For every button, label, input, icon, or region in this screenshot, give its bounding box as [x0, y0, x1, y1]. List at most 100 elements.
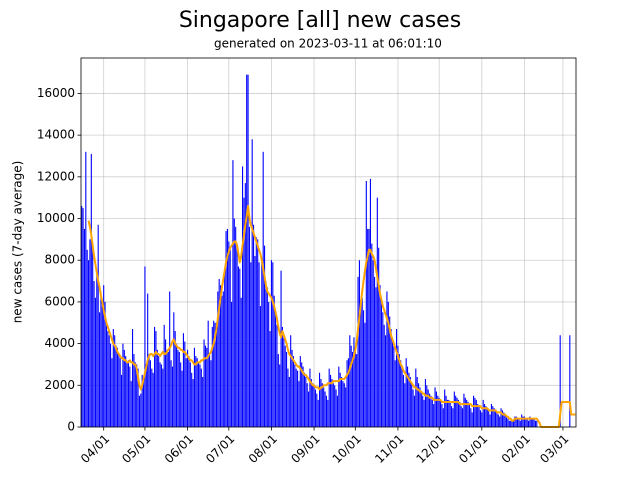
- bar: [515, 416, 517, 427]
- bar: [196, 358, 198, 427]
- bar: [111, 358, 113, 427]
- bar: [130, 381, 132, 427]
- bar: [214, 322, 216, 427]
- bar: [244, 183, 246, 427]
- bar: [195, 356, 197, 427]
- bar: [368, 228, 370, 427]
- bar: [442, 408, 444, 427]
- bar: [530, 418, 532, 427]
- bar: [341, 376, 343, 427]
- bar: [386, 291, 388, 427]
- y-tick-label: 8000: [44, 253, 75, 267]
- bar: [471, 412, 473, 427]
- bar: [314, 389, 316, 427]
- bar: [369, 178, 371, 427]
- bar: [519, 420, 521, 427]
- bar: [482, 399, 484, 427]
- bar: [297, 370, 299, 427]
- bar: [397, 345, 399, 427]
- bar: [114, 335, 116, 427]
- bar: [116, 347, 118, 427]
- bar: [429, 393, 431, 427]
- bar: [486, 408, 488, 427]
- bar: [352, 351, 354, 427]
- bar: [143, 376, 145, 427]
- bar: [459, 401, 461, 427]
- bar: [321, 383, 323, 427]
- bar: [497, 414, 499, 427]
- bar: [559, 335, 561, 427]
- bar: [255, 237, 257, 427]
- bar: [231, 301, 233, 427]
- bar: [449, 401, 451, 427]
- average-line: [87, 205, 576, 428]
- bar: [105, 324, 107, 427]
- bar: [367, 228, 369, 427]
- bar: [411, 383, 413, 427]
- bar: [259, 306, 261, 427]
- bar: [239, 268, 241, 427]
- bar: [431, 399, 433, 427]
- bar: [213, 320, 215, 427]
- bar: [423, 399, 425, 427]
- bar: [305, 376, 307, 427]
- bar: [145, 364, 147, 427]
- bar: [211, 326, 213, 427]
- bar: [280, 270, 282, 427]
- bar: [269, 331, 271, 427]
- bar: [378, 247, 380, 427]
- bar: [327, 399, 329, 427]
- bar: [284, 345, 286, 427]
- bar: [198, 362, 200, 427]
- bar: [123, 349, 125, 427]
- bar: [200, 368, 202, 427]
- bar: [438, 397, 440, 427]
- bar: [126, 362, 128, 427]
- bar: [290, 335, 292, 427]
- bar: [448, 399, 450, 427]
- bar: [235, 226, 237, 427]
- bar: [85, 151, 87, 428]
- bar: [332, 383, 334, 427]
- bar: [276, 324, 278, 427]
- bar: [499, 416, 501, 427]
- bar: [279, 364, 281, 427]
- bar: [217, 291, 219, 427]
- bar: [108, 335, 110, 427]
- bar: [532, 418, 534, 427]
- bar: [228, 241, 230, 427]
- bar: [286, 351, 288, 427]
- bar: [207, 320, 209, 427]
- bar: [405, 358, 407, 427]
- bar: [365, 181, 367, 427]
- bar: [82, 208, 84, 427]
- bar: [534, 420, 536, 427]
- bar: [125, 356, 127, 427]
- bar: [248, 226, 250, 427]
- bar: [478, 406, 480, 427]
- bar: [181, 370, 183, 427]
- bar: [283, 337, 285, 427]
- bar: [440, 399, 442, 427]
- bar: [152, 372, 154, 427]
- bar: [492, 406, 494, 427]
- bar: [354, 347, 356, 427]
- bar: [430, 395, 432, 427]
- bar: [413, 395, 415, 427]
- bar: [101, 306, 103, 427]
- bar: [495, 410, 497, 427]
- y-tick-label: 2000: [44, 378, 75, 392]
- bar: [390, 329, 392, 427]
- bar: [468, 404, 470, 427]
- bar: [346, 360, 348, 427]
- bar: [137, 368, 139, 427]
- bar: [140, 393, 142, 427]
- y-tick-label: 14000: [37, 128, 75, 142]
- bar: [174, 331, 176, 427]
- bar: [258, 262, 260, 427]
- bar: [308, 391, 310, 427]
- bar: [330, 374, 332, 427]
- bar: [385, 335, 387, 427]
- bar: [232, 160, 234, 428]
